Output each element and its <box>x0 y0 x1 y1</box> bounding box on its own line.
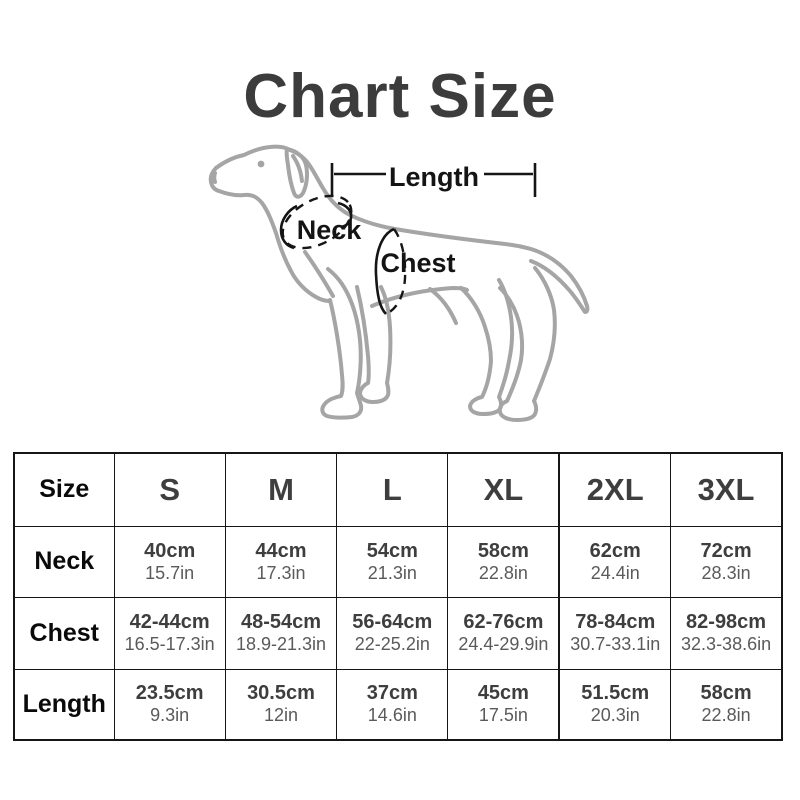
header-cell-size: Size <box>13 452 115 527</box>
cell-chest-2xl: 78-84cm 30.7-33.1in <box>558 596 672 670</box>
label-neck: Neck <box>297 215 363 245</box>
cell-value-in: 9.3in <box>150 705 190 726</box>
dog-hind-leg-far-path <box>497 266 557 422</box>
neck-ellipse-left-arc <box>279 204 298 250</box>
cell-value-cm: 58cm <box>477 539 529 562</box>
cell-value-cm: 37cm <box>366 682 418 705</box>
cell-value-in: 22-25.2in <box>354 634 430 655</box>
chest-measure: Chest <box>374 227 456 316</box>
cell-value-in: 24.4in <box>590 562 640 583</box>
length-measure: Length <box>330 162 537 197</box>
cell-value-cm: 48-54cm <box>240 611 322 634</box>
dog-nostril-path <box>212 171 217 184</box>
label-length: Length <box>389 162 479 192</box>
cell-value-cm: 42-44cm <box>129 611 210 634</box>
dog-flank-line-path <box>428 287 458 325</box>
dog-eye <box>257 160 265 168</box>
cell-value-cm: 62cm <box>589 539 641 562</box>
cell-neck-m: 44cm 17.3in <box>224 525 338 598</box>
header-cell-s: S <box>113 452 226 527</box>
cell-value-cm: 56-64cm <box>352 611 433 634</box>
neck-ellipse-right-arc <box>337 201 353 229</box>
dog-outline <box>208 144 590 422</box>
cell-value-in: 18.9-21.3in <box>235 634 327 655</box>
header-cell-l: L <box>336 452 449 527</box>
cell-value-in: 15.7in <box>145 562 195 583</box>
header-cell-2xl: 2XL <box>558 452 672 527</box>
cell-value-in: 22.8in <box>701 705 751 726</box>
cell-neck-l: 54cm 21.3in <box>336 525 449 598</box>
cell-value-cm: 54cm <box>366 539 418 562</box>
header-cell-m: M <box>224 452 338 527</box>
cell-length-2xl: 51.5cm 20.3in <box>558 668 672 741</box>
neck-ellipse <box>281 194 353 250</box>
cell-value-in: 30.7-33.1in <box>570 634 661 655</box>
dog-front-leg-far-path <box>355 285 393 404</box>
cell-chest-xl: 62-76cm 24.4-29.9in <box>447 596 560 670</box>
cell-value-in: 22.8in <box>478 562 528 583</box>
cell-value-cm: 40cm <box>144 539 196 562</box>
cell-value-in: 32.3-38.6in <box>681 634 772 655</box>
row-label-length: Length <box>13 668 115 741</box>
table-row-chest: Chest 42-44cm 16.5-17.3in 48-54cm 18.9-21.… <box>13 596 783 670</box>
cell-value-cm: 62-76cm <box>463 611 544 634</box>
cell-neck-2xl: 62cm 24.4in <box>558 525 672 598</box>
chest-ellipse-right-arc <box>385 228 407 316</box>
cell-chest-m: 48-54cm 18.9-21.3in <box>224 596 338 670</box>
cell-value-in: 12in <box>263 705 298 726</box>
cell-value-in: 16.5-17.3in <box>124 634 215 655</box>
cell-value-in: 17.5in <box>478 705 528 726</box>
table-row-neck: Neck 40cm 15.7in 44cm 17.3in 54cm 21.3in 58… <box>13 525 783 598</box>
cell-neck-xl: 58cm 22.8in <box>447 525 560 598</box>
dog-body-top-path <box>214 144 590 314</box>
cell-length-l: 37cm 14.6in <box>336 668 449 741</box>
dog-measurement-diagram: Length Neck Chest <box>208 144 590 422</box>
cell-chest-3xl: 82-98cm 32.3-38.6in <box>670 596 783 670</box>
row-label-chest: Chest <box>13 596 115 670</box>
header-cell-3xl: 3XL <box>670 452 783 527</box>
cell-value-cm: 45cm <box>477 682 529 705</box>
cell-value-in: 21.3in <box>367 562 417 583</box>
cell-value-cm: 44cm <box>255 539 307 562</box>
cell-neck-s: 40cm 15.7in <box>113 525 226 598</box>
table-header-row: Size S M L XL 2XL 3XL <box>13 452 783 527</box>
cell-chest-l: 56-64cm 22-25.2in <box>336 596 449 670</box>
size-table: Size S M L XL 2XL 3XL Neck 40cm 15.7in 44… <box>13 452 783 741</box>
cell-value-cm: 51.5cm <box>581 682 650 705</box>
page-title: Chart Size <box>243 61 557 131</box>
dog-shoulder-line-path <box>303 250 335 298</box>
cell-value-cm: 78-84cm <box>575 611 656 634</box>
dog-front-leg-near-path <box>320 267 364 420</box>
cell-value-in: 24.4-29.9in <box>458 634 549 655</box>
cell-length-s: 23.5cm 9.3in <box>113 668 226 741</box>
label-chest: Chest <box>380 248 455 278</box>
cell-value-in: 17.3in <box>256 562 306 583</box>
cell-value-cm: 58cm <box>700 682 752 705</box>
cell-value-cm: 23.5cm <box>135 682 204 705</box>
cell-value-in: 14.6in <box>367 705 417 726</box>
cell-value-cm: 30.5cm <box>247 682 315 705</box>
cell-length-xl: 45cm 17.5in <box>447 668 560 741</box>
cell-chest-s: 42-44cm 16.5-17.3in <box>113 596 226 670</box>
dog-ear-fold-path <box>291 154 304 183</box>
cell-value-in: 28.3in <box>701 562 751 583</box>
cell-length-m: 30.5cm 12in <box>224 668 338 741</box>
cell-value-cm: 72cm <box>700 539 752 562</box>
table-row-length: Length 23.5cm 9.3in 30.5cm 12in 37cm 14.6in… <box>13 668 783 741</box>
dog-ear-path <box>284 147 309 199</box>
row-label-neck: Neck <box>13 525 115 598</box>
chest-ellipse-left-arc <box>374 227 395 315</box>
cell-length-3xl: 58cm 22.8in <box>670 668 783 741</box>
dog-head-front-path <box>208 166 332 303</box>
dog-hind-leg-near-path <box>459 278 515 416</box>
cell-value-in: 20.3in <box>590 705 640 726</box>
cell-neck-3xl: 72cm 28.3in <box>670 525 783 598</box>
neck-measure: Neck <box>279 194 363 250</box>
header-cell-xl: XL <box>447 452 560 527</box>
cell-value-cm: 82-98cm <box>686 611 767 634</box>
